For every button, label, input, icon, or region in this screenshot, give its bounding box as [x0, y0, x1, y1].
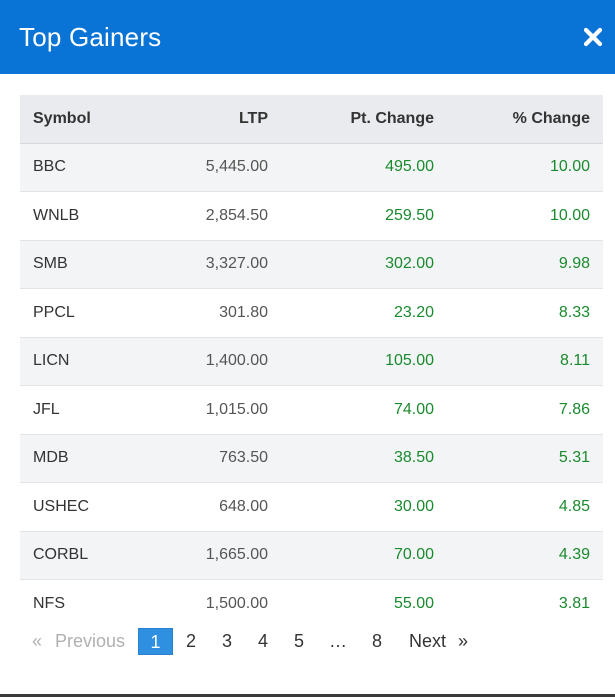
cell-pt-change: 74.00 [393, 400, 434, 418]
cell-ltp: 763.50 [219, 449, 268, 467]
column-header-ltp[interactable]: LTP [238, 109, 268, 127]
cell-pt-change: 23.20 [393, 303, 434, 321]
cell-pt-change: 495.00 [385, 158, 434, 176]
table-header: Symbol LTP Pt. Change % Change [20, 95, 603, 143]
cell-symbol[interactable]: PPCL [33, 303, 75, 321]
pagination-page-1[interactable]: 1 [138, 627, 174, 655]
cell-ltp: 5,445.00 [205, 158, 268, 176]
cell-ltp: 3,327.00 [205, 255, 268, 273]
cell-ltp: 1,500.00 [205, 595, 268, 612]
pagination-next-arrow[interactable]: » [458, 630, 469, 651]
cell-pct-change: 4.39 [558, 546, 590, 564]
cell-pt-change: 70.00 [393, 546, 434, 564]
cell-ltp: 648.00 [219, 497, 268, 515]
cell-pt-change: 259.50 [385, 206, 434, 224]
pagination-page-last[interactable]: 8 [372, 630, 383, 651]
modal-title: Top Gainers [19, 22, 162, 52]
cell-ltp: 301.80 [219, 303, 268, 321]
table-row[interactable]: USHEC 648.00 30.00 4.85 [20, 482, 603, 531]
cell-pct-change: 10.00 [549, 158, 590, 176]
cell-symbol[interactable]: MDB [33, 449, 69, 467]
column-header-symbol[interactable]: Symbol [33, 109, 91, 127]
cell-ltp: 2,854.50 [205, 206, 268, 224]
cell-pct-change: 4.85 [558, 497, 590, 515]
pagination-next-button[interactable]: Next [409, 630, 447, 651]
pagination-prev-arrow: « [32, 630, 43, 651]
table-row[interactable]: JFL 1,015.00 74.00 7.86 [20, 385, 603, 434]
cell-symbol[interactable]: JFL [33, 400, 60, 418]
cell-pct-change: 5.31 [558, 449, 590, 467]
column-header-pct-change[interactable]: % Change [512, 109, 590, 127]
cell-ltp: 1,015.00 [205, 400, 268, 418]
cell-symbol[interactable]: CORBL [33, 546, 89, 564]
cell-symbol[interactable]: NFS [33, 595, 65, 612]
cell-ltp: 1,665.00 [205, 546, 268, 564]
cell-pt-change: 30.00 [393, 497, 434, 515]
table-row[interactable]: BBC 5,445.00 495.00 10.00 [20, 143, 603, 192]
cell-symbol[interactable]: WNLB [33, 206, 80, 224]
cell-pct-change: 9.98 [558, 255, 590, 273]
cell-pct-change: 7.86 [558, 400, 590, 418]
close-icon[interactable] [581, 25, 605, 49]
table-row[interactable]: CORBL 1,665.00 70.00 4.39 [20, 531, 603, 580]
table-row[interactable]: LICN 1,400.00 105.00 8.11 [20, 337, 603, 386]
cell-symbol[interactable]: SMB [33, 255, 68, 273]
pagination-previous-button[interactable]: Previous [55, 630, 126, 651]
table-header-row: Symbol LTP Pt. Change % Change [20, 95, 603, 143]
cell-ltp: 1,400.00 [205, 352, 268, 370]
cell-pt-change: 38.50 [393, 449, 434, 467]
modal-header: Top Gainers [0, 0, 615, 74]
pagination: « Previous 1 2 3 4 5 … 8 Next » [20, 627, 468, 655]
cell-pt-change: 302.00 [385, 255, 434, 273]
table-row[interactable]: MDB 763.50 38.50 5.31 [20, 434, 603, 483]
pagination-ellipsis: … [329, 630, 348, 651]
table-row[interactable]: NFS 1,500.00 55.00 3.81 [20, 579, 603, 628]
column-header-pt-change[interactable]: Pt. Change [350, 109, 434, 127]
pagination-page-3[interactable]: 3 [222, 630, 233, 651]
cell-pct-change: 8.11 [560, 352, 590, 370]
pagination-page-4[interactable]: 4 [258, 630, 269, 651]
cell-symbol[interactable]: USHEC [33, 497, 90, 515]
pagination-page-5[interactable]: 5 [294, 630, 305, 651]
pagination-page-2[interactable]: 2 [186, 630, 197, 651]
table-row[interactable]: WNLB 2,854.50 259.50 10.00 [20, 191, 603, 240]
gainers-table: Symbol LTP Pt. Change % Change BBC 5,445.… [20, 95, 603, 628]
table-body: BBC 5,445.00 495.00 10.00 WNLB 2,854.50 259.50… [20, 143, 603, 628]
cell-pct-change: 3.81 [558, 595, 590, 612]
cell-pt-change: 55.00 [393, 595, 434, 612]
cell-symbol[interactable]: LICN [33, 352, 70, 370]
cell-pct-change: 8.33 [558, 303, 590, 321]
cell-pt-change: 105.00 [385, 352, 434, 370]
cell-symbol[interactable]: BBC [33, 158, 66, 176]
table-row[interactable]: SMB 3,327.00 302.00 9.98 [20, 240, 603, 289]
gainers-table-container: Symbol LTP Pt. Change % Change BBC 5,445.… [20, 95, 603, 628]
table-row[interactable]: PPCL 301.80 23.20 8.33 [20, 288, 603, 337]
cell-pct-change: 10.00 [549, 206, 590, 224]
